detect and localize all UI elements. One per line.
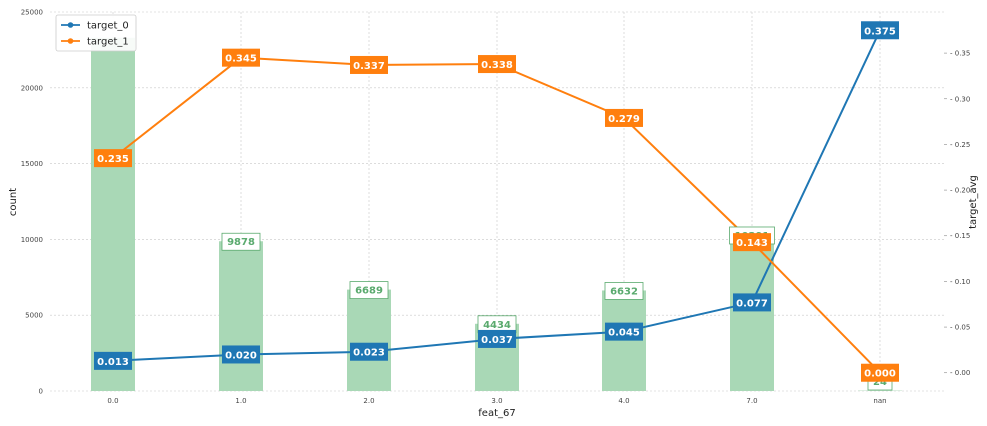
- count-bar: [219, 241, 263, 391]
- avg-label-box: [350, 55, 388, 74]
- axes: 0 5000 10000 15000 20000 25000 0.0 1.0 2.0 3.0 4.0…: [21, 9, 971, 406]
- y-right-tick-label: - 0.20: [950, 187, 970, 195]
- y-right-tick-label: - 0.15: [950, 232, 970, 240]
- avg-label: 0.023: [353, 348, 385, 359]
- count-bar: [347, 289, 391, 391]
- avg-label-box: [605, 108, 643, 127]
- avg-label: 0.045: [608, 328, 640, 339]
- avg-label-box: [222, 345, 260, 364]
- x-tick-label: 3.0: [491, 397, 502, 405]
- count-label: 6689: [355, 286, 383, 297]
- y-right-tick-label: - 0.10: [950, 278, 970, 286]
- avg-label: 0.143: [736, 238, 768, 249]
- y-right-tick-label: - 0.30: [950, 95, 970, 103]
- avg-label-box: [94, 149, 132, 168]
- legend-label-target-0: target_0: [87, 21, 129, 32]
- avg-label: 0.013: [97, 357, 129, 368]
- legend-label-target-1: target_1: [87, 37, 129, 48]
- y-right-tick-label: - 0.25: [950, 141, 970, 149]
- avg-label: 0.375: [864, 26, 896, 37]
- y-tick-label: 25000: [21, 9, 43, 17]
- avg-label-box: [733, 293, 771, 312]
- y-axis-title: count: [8, 188, 19, 216]
- y-right-tick-label: - 0.00: [950, 369, 970, 377]
- x-tick-label: 7.0: [746, 397, 757, 405]
- avg-label: 0.037: [481, 335, 513, 346]
- data-labels: 987866894434663210291240.0130.0200.0230.…: [94, 21, 899, 391]
- count-label: 6632: [610, 286, 638, 297]
- x-tick-label: nan: [873, 397, 886, 405]
- avg-label-box: [94, 351, 132, 370]
- avg-label-box: [733, 233, 771, 252]
- count-label: 24: [873, 377, 887, 388]
- x-tick-label: 1.0: [235, 397, 246, 405]
- legend: target_0 target_1: [55, 14, 137, 52]
- count-label: 9878: [227, 237, 255, 248]
- avg-label: 0.077: [736, 298, 768, 309]
- count-label-box: [604, 282, 644, 300]
- x-tick-label: 2.0: [363, 397, 374, 405]
- count-label-box: [349, 281, 389, 299]
- avg-label-box: [222, 48, 260, 67]
- count-label: 4434: [483, 320, 511, 331]
- y-tick-label: 10000: [21, 236, 43, 244]
- avg-label-box: [861, 363, 899, 382]
- legend-dot-target-0: [67, 22, 74, 28]
- avg-label: 0.279: [608, 114, 640, 125]
- count-bar: [730, 234, 774, 391]
- avg-label: 0.338: [481, 60, 513, 71]
- y-tick-label: 15000: [21, 160, 43, 168]
- legend-dot-target-1: [67, 38, 74, 44]
- y-tick-label: 0: [39, 388, 43, 396]
- x-tick-label: 0.0: [107, 397, 118, 405]
- count-bar: [602, 290, 646, 391]
- legend-box: [55, 14, 137, 52]
- count-label-box: [221, 232, 261, 251]
- avg-label: 0.000: [864, 369, 896, 380]
- x-axis-title: feat_67: [478, 408, 515, 419]
- avg-label-box: [350, 342, 388, 361]
- avg-label-box: [605, 322, 643, 341]
- avg-label-box: [861, 21, 899, 40]
- avg-label: 0.235: [97, 154, 129, 165]
- y-tick-label: 5000: [25, 312, 43, 320]
- avg-label-box: [478, 329, 516, 348]
- y-right-tick-label: - 0.05: [950, 324, 970, 332]
- avg-label: 0.345: [225, 54, 257, 65]
- avg-label: 0.337: [353, 61, 385, 72]
- x-tick-label: 4.0: [618, 397, 629, 405]
- y-right-tick-label: - 0.35: [950, 50, 970, 58]
- avg-label-box: [478, 55, 516, 74]
- y-tick-label: 20000: [21, 84, 43, 92]
- count-bar: [91, 37, 135, 391]
- y-axis-right-title: target_avg: [968, 175, 979, 229]
- avg-label: 0.020: [225, 350, 257, 361]
